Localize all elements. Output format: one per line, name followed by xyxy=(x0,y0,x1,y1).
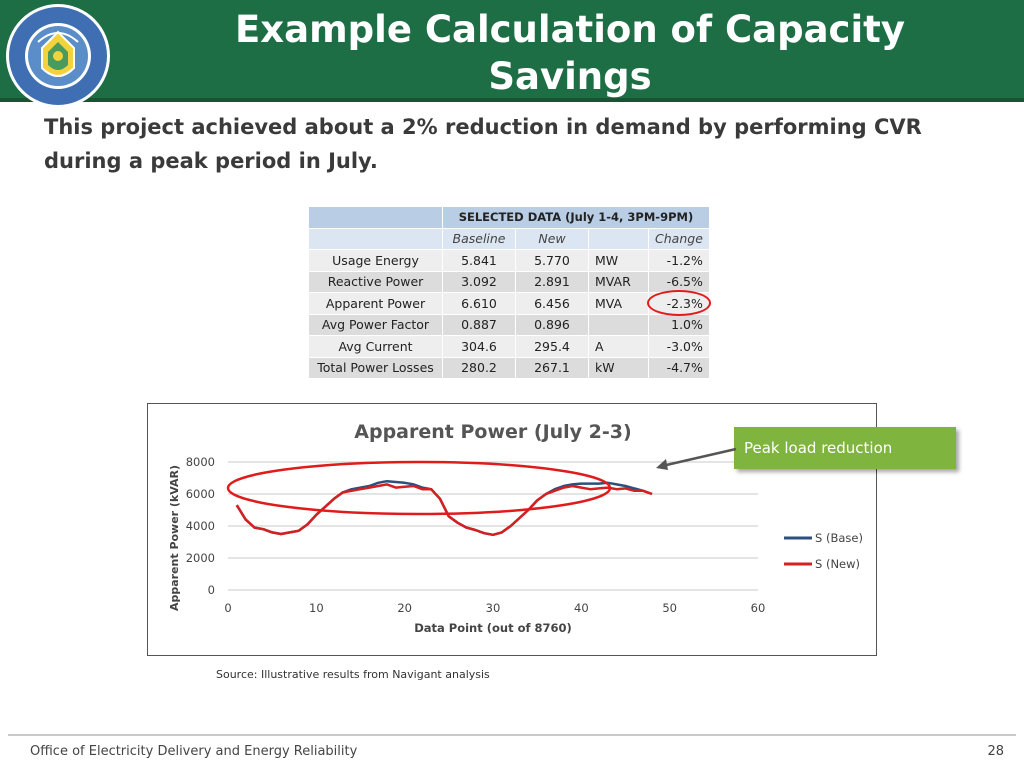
baseline-value: 304.6 xyxy=(442,335,516,358)
x-tick-label: 10 xyxy=(309,601,324,615)
unit-value: kW xyxy=(588,356,649,379)
y-axis-label: Apparent Power (kVAR) xyxy=(168,465,181,611)
page-number: 28 xyxy=(987,744,1004,759)
x-tick-label: 30 xyxy=(486,601,501,615)
y-tick-label: 8000 xyxy=(186,455,215,469)
x-tick-label: 40 xyxy=(574,601,589,615)
row-label: Usage Energy xyxy=(308,249,443,272)
table-row: Usage Energy 5.841 5.770 MW -1.2% xyxy=(308,249,710,272)
new-value: 2.891 xyxy=(515,270,589,293)
highlight-circle xyxy=(647,290,711,316)
title-line-1: Example Calculation of Capacity xyxy=(235,8,905,51)
selected-data-title: SELECTED DATA (July 1-4, 3PM-9PM) xyxy=(442,206,710,229)
x-axis-label: Data Point (out of 8760) xyxy=(414,621,572,635)
baseline-value: 0.887 xyxy=(442,313,516,336)
header-bar: Example Calculation of Capacity Savings xyxy=(0,0,1024,108)
peak-highlight-ellipse xyxy=(226,460,612,516)
x-tick-label: 60 xyxy=(751,601,766,615)
table-row: Avg Current 304.6 295.4 A -3.0% xyxy=(308,335,710,358)
y-tick-label: 2000 xyxy=(186,551,215,565)
title-line-2: Savings xyxy=(488,55,652,98)
new-value: 267.1 xyxy=(515,356,589,379)
chart-canvas: Apparent Power (July 2-3) 0 2000 4000 6000 80… xyxy=(168,421,863,635)
new-value: 295.4 xyxy=(515,335,589,358)
row-label: Total Power Losses xyxy=(308,356,443,379)
col-baseline-header: Baseline xyxy=(442,227,516,250)
table-row: Reactive Power 3.092 2.891 MVAR -6.5% xyxy=(308,270,710,293)
change-value: 1.0% xyxy=(648,313,710,336)
unit-value: MVA xyxy=(588,292,649,315)
row-label: Apparent Power xyxy=(308,292,443,315)
page-title: Example Calculation of Capacity Savings xyxy=(150,6,990,100)
selected-data-table: SELECTED DATA (July 1-4, 3PM-9PM) Baseli… xyxy=(308,206,710,379)
change-value: -3.0% xyxy=(648,335,710,358)
new-value: 0.896 xyxy=(515,313,589,336)
new-value: 5.770 xyxy=(515,249,589,272)
change-value: -6.5% xyxy=(648,270,710,293)
unit-value: MVAR xyxy=(588,270,649,293)
series-line-new xyxy=(235,483,653,537)
unit-value xyxy=(588,313,649,336)
table-row: Total Power Losses 280.2 267.1 kW -4.7% xyxy=(308,356,710,379)
peak-load-callout: Peak load reduction xyxy=(734,427,956,469)
footer-org: Office of Electricity Delivery and Energ… xyxy=(30,744,358,759)
baseline-value: 3.092 xyxy=(442,270,516,293)
col-new-header: New xyxy=(515,227,589,250)
table-header-row: SELECTED DATA (July 1-4, 3PM-9PM) xyxy=(308,206,710,229)
y-tick-label: 4000 xyxy=(186,519,215,533)
x-tick-label: 50 xyxy=(662,601,677,615)
col-unit-header xyxy=(588,227,649,250)
chart-title: Apparent Power (July 2-3) xyxy=(354,421,631,443)
baseline-value: 6.610 xyxy=(442,292,516,315)
row-label: Avg Current xyxy=(308,335,443,358)
change-value: -4.7% xyxy=(648,356,710,379)
y-tick-label: 0 xyxy=(208,583,215,597)
source-note: Source: Illustrative results from Naviga… xyxy=(216,668,490,681)
x-tick-label: 0 xyxy=(224,601,231,615)
change-value: -1.2% xyxy=(648,249,710,272)
row-label: Avg Power Factor xyxy=(308,313,443,336)
legend-label: S (Base) xyxy=(815,531,863,545)
baseline-value: 280.2 xyxy=(442,356,516,379)
summary-text: This project achieved about a 2% reducti… xyxy=(44,115,922,173)
unit-value: A xyxy=(588,335,649,358)
legend-label: S (New) xyxy=(815,557,860,571)
callout-arrow xyxy=(656,447,737,470)
x-tick-label: 20 xyxy=(397,601,412,615)
y-tick-label: 6000 xyxy=(186,487,215,501)
unit-value: MW xyxy=(588,249,649,272)
table-row: Avg Power Factor 0.887 0.896 1.0% xyxy=(308,313,710,336)
baseline-value: 5.841 xyxy=(442,249,516,272)
footer-divider xyxy=(8,734,1016,736)
new-value: 6.456 xyxy=(515,292,589,315)
table-subheader-row: Baseline New Change xyxy=(308,227,710,250)
row-label: Reactive Power xyxy=(308,270,443,293)
col-change-header: Change xyxy=(648,227,710,250)
doe-seal-logo xyxy=(6,4,110,108)
